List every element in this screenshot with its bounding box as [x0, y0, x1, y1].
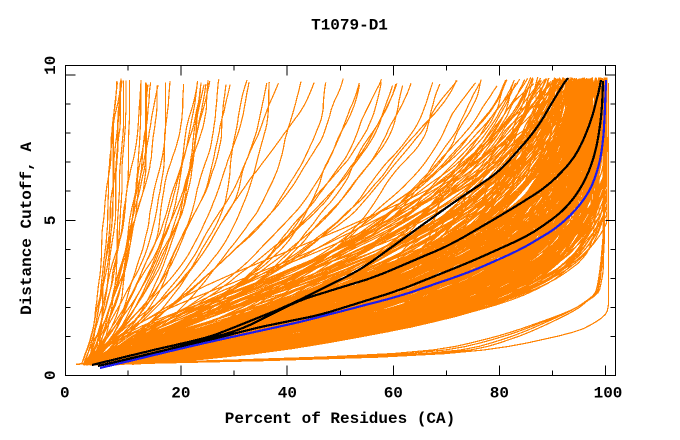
svg-text:80: 80: [490, 384, 509, 402]
svg-text:Percent of Residues (CA): Percent of Residues (CA): [225, 410, 455, 428]
svg-text:40: 40: [278, 384, 297, 402]
svg-text:0: 0: [60, 384, 70, 402]
svg-text:T1079-D1: T1079-D1: [311, 16, 388, 34]
svg-text:0: 0: [42, 370, 60, 380]
svg-text:100: 100: [594, 384, 623, 402]
svg-text:60: 60: [384, 384, 403, 402]
svg-text:Distance Cutoff, A: Distance Cutoff, A: [18, 142, 36, 315]
svg-text:10: 10: [42, 56, 60, 75]
svg-text:20: 20: [171, 384, 190, 402]
svg-text:5: 5: [42, 215, 60, 225]
